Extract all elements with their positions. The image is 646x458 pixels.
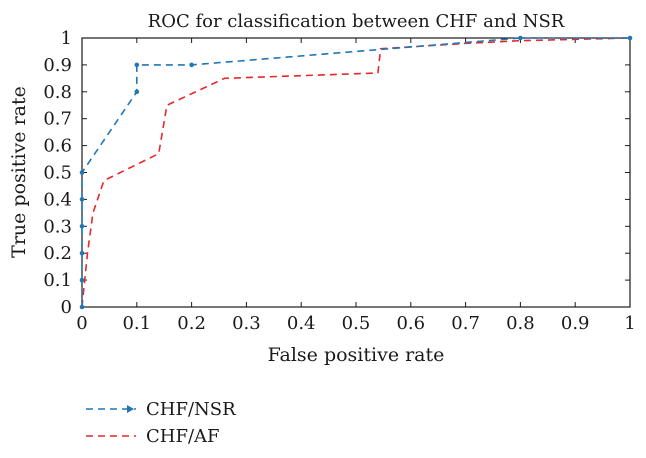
series-line-chf-nsr (81, 37, 630, 307)
y-tick-label: 0.5 (43, 163, 72, 184)
legend-label-chf-af: CHF/AF (146, 426, 220, 447)
data-point-chf-nsr (627, 35, 633, 41)
series-layer (79, 35, 633, 310)
y-tick-label: 0 (61, 297, 72, 318)
data-point-chf-nsr (79, 197, 85, 202)
data-point-chf-nsr (79, 304, 85, 310)
chart-title: ROC for classification between CHF and N… (148, 11, 565, 32)
y-tick-label: 0.1 (43, 270, 72, 291)
y-tick-label: 0.6 (43, 136, 72, 157)
axes-frame (81, 37, 631, 308)
x-tick-label: 0.6 (396, 313, 425, 334)
x-axis-ticks: 0 0.1 0.2 0.3 0.4 0.5 0.6 0.7 0.8 0.9 1 (76, 38, 636, 334)
y-tick-label: 0.2 (43, 243, 72, 264)
data-point-chf-nsr (79, 277, 85, 283)
x-tick-label: 0.8 (506, 313, 535, 334)
y-tick-label: 0.7 (43, 109, 72, 130)
data-point-chf-nsr (518, 35, 523, 41)
data-point-chf-nsr (134, 89, 140, 95)
x-tick-label: 0.4 (287, 313, 316, 334)
legend-label-chf-nsr: CHF/NSR (146, 399, 236, 420)
x-tick-label: 0 (76, 313, 87, 334)
data-point-chf-nsr (134, 62, 140, 68)
plot-area: 0 0.1 0.2 0.3 0.4 0.5 0.6 0.7 0.8 0.9 1 0 0.1 0.2 0.3… (43, 28, 635, 334)
y-tick-label: 0.4 (43, 189, 72, 210)
x-axis-label: False positive rate (268, 344, 445, 366)
x-tick-label: 0.5 (342, 313, 371, 334)
data-point-chf-nsr (79, 250, 85, 256)
data-point-chf-nsr (189, 62, 194, 68)
y-tick-label: 0.9 (43, 55, 72, 76)
x-tick-label: 0.3 (232, 313, 261, 334)
data-point-chf-nsr (79, 224, 85, 229)
series-line-chf-af (81, 37, 631, 308)
legend-marker-chf-nsr (127, 405, 134, 413)
x-tick-label: 1 (624, 313, 635, 334)
y-axis-ticks: 0 0.1 0.2 0.3 0.4 0.5 0.6 0.7 0.8 0.9 1 (43, 28, 630, 318)
legend: CHF/NSR CHF/AF (86, 399, 236, 447)
data-point-chf-nsr (79, 170, 85, 175)
y-tick-label: 1 (61, 28, 72, 49)
y-tick-label: 0.8 (43, 82, 72, 103)
x-tick-label: 0.1 (122, 313, 151, 334)
x-tick-label: 0.9 (561, 313, 590, 334)
x-tick-label: 0.2 (177, 313, 206, 334)
y-tick-label: 0.3 (43, 216, 72, 237)
y-axis-label: True positive rate (8, 86, 30, 258)
x-tick-label: 0.7 (451, 313, 480, 334)
